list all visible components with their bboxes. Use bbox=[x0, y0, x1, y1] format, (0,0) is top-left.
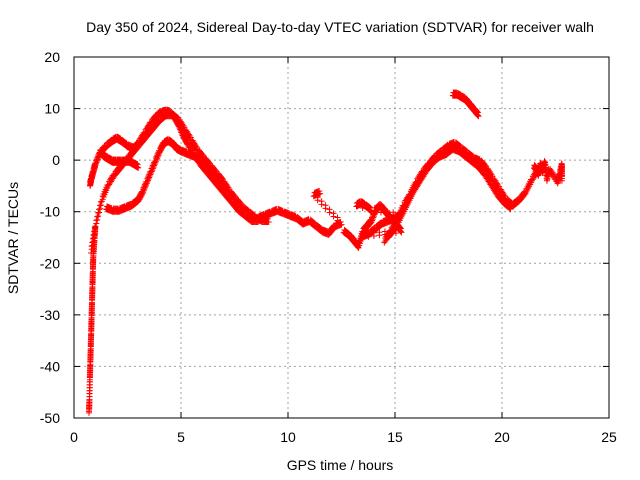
data-point bbox=[92, 162, 99, 169]
data-point bbox=[474, 109, 481, 116]
data-point bbox=[96, 206, 103, 213]
y-tick-label: 20 bbox=[44, 49, 60, 65]
data-point bbox=[225, 184, 232, 191]
x-axis-label: GPS time / hours bbox=[287, 457, 394, 473]
x-tick-label: 0 bbox=[70, 429, 78, 445]
data-point bbox=[89, 239, 96, 246]
x-tick-label: 15 bbox=[387, 429, 403, 445]
x-tick-label: 20 bbox=[494, 429, 510, 445]
data-point bbox=[397, 225, 404, 232]
data-point bbox=[473, 160, 480, 167]
data-point bbox=[92, 224, 99, 231]
data-point bbox=[199, 151, 206, 158]
data-point bbox=[222, 183, 229, 190]
data-point bbox=[96, 202, 103, 209]
data-point bbox=[337, 218, 344, 225]
y-tick-label: 10 bbox=[44, 101, 60, 117]
data-point bbox=[367, 204, 374, 211]
data-point bbox=[193, 143, 200, 150]
x-tick-label: 25 bbox=[601, 429, 617, 445]
data-point bbox=[488, 171, 495, 178]
data-point bbox=[338, 221, 345, 228]
data-markers bbox=[85, 89, 565, 416]
data-point bbox=[368, 208, 375, 215]
data-point bbox=[474, 108, 481, 115]
data-point bbox=[558, 172, 565, 179]
data-point bbox=[143, 180, 150, 187]
data-point bbox=[186, 133, 193, 140]
data-point bbox=[381, 228, 388, 235]
data-point bbox=[139, 190, 146, 197]
axis-ticks bbox=[73, 56, 610, 419]
data-point bbox=[330, 210, 337, 217]
data-point bbox=[174, 113, 181, 120]
data-point bbox=[214, 175, 221, 182]
data-point bbox=[135, 164, 142, 171]
data-point bbox=[480, 167, 487, 174]
data-point bbox=[91, 224, 98, 231]
data-point bbox=[492, 187, 499, 194]
data-point bbox=[265, 219, 272, 226]
data-point bbox=[134, 161, 141, 168]
data-point bbox=[376, 229, 383, 236]
data-point bbox=[88, 249, 95, 256]
data-point bbox=[475, 113, 482, 120]
data-point bbox=[326, 206, 333, 213]
data-point bbox=[201, 160, 208, 167]
data-point bbox=[368, 219, 375, 226]
data-point bbox=[90, 232, 97, 239]
plot-frame bbox=[73, 56, 610, 419]
data-point bbox=[231, 193, 238, 200]
grid-lines bbox=[74, 57, 609, 418]
data-point bbox=[506, 202, 513, 209]
data-point bbox=[221, 182, 228, 189]
data-point bbox=[558, 177, 565, 184]
data-point bbox=[482, 162, 489, 169]
data-point bbox=[334, 214, 341, 221]
tick-labels: 0 5 10 15 20 25 -50 -40 -30 -20 -10 0 10 20 bbox=[40, 49, 617, 445]
data-point bbox=[317, 190, 324, 197]
data-point bbox=[507, 206, 514, 213]
data-point bbox=[505, 201, 512, 208]
y-tick-label: -30 bbox=[40, 307, 60, 323]
y-tick-label: -10 bbox=[40, 204, 60, 220]
y-tick-label: 0 bbox=[52, 152, 60, 168]
y-axis-label: SDTVAR / TECUs bbox=[5, 182, 21, 294]
y-tick-label: -20 bbox=[40, 255, 60, 271]
data-point bbox=[89, 235, 96, 242]
data-point bbox=[384, 207, 391, 214]
data-point bbox=[390, 209, 397, 216]
data-point bbox=[377, 206, 384, 213]
data-point bbox=[93, 217, 100, 224]
data-point bbox=[366, 204, 373, 211]
data-point bbox=[88, 243, 95, 250]
data-point bbox=[316, 187, 323, 194]
data-point bbox=[95, 210, 102, 217]
data-point bbox=[495, 182, 502, 189]
data-point bbox=[148, 170, 155, 177]
data-point bbox=[222, 188, 229, 195]
data-point bbox=[206, 159, 213, 166]
data-point bbox=[180, 122, 187, 129]
y-tick-label: -50 bbox=[40, 410, 60, 426]
data-point bbox=[486, 176, 493, 183]
data-point bbox=[318, 198, 325, 205]
data-point bbox=[398, 229, 405, 236]
chart-title: Day 350 of 2024, Sidereal Day-to-day VTE… bbox=[86, 19, 594, 35]
data-point bbox=[322, 202, 329, 209]
y-tick-label: -40 bbox=[40, 358, 60, 374]
data-point bbox=[91, 228, 98, 235]
data-point bbox=[473, 108, 480, 115]
data-point bbox=[499, 195, 506, 202]
data-point bbox=[152, 159, 159, 166]
data-point bbox=[94, 213, 101, 220]
data-point bbox=[238, 200, 245, 207]
x-tick-label: 5 bbox=[177, 429, 185, 445]
data-point bbox=[208, 167, 215, 174]
x-tick-label: 10 bbox=[280, 429, 296, 445]
